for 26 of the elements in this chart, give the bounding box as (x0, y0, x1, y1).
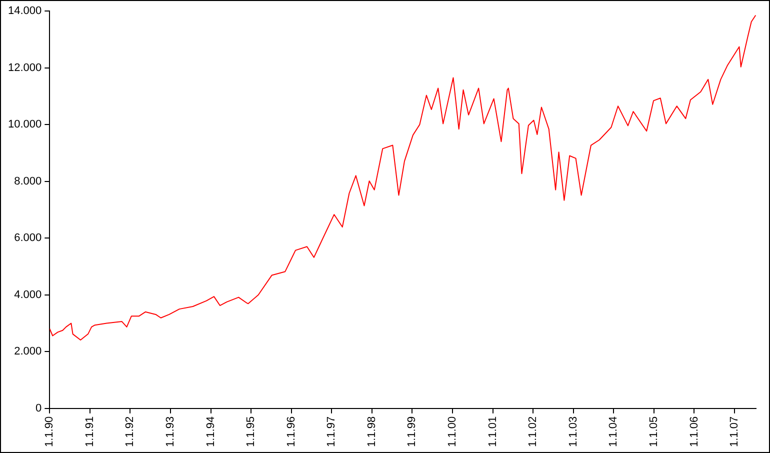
x-tick-label: 1.1.94 (204, 416, 217, 448)
y-tick-label: 0 (36, 402, 42, 414)
x-tick-label: 1.1.07 (728, 416, 741, 448)
x-tick-label: 1.1.03 (567, 416, 580, 448)
x-tick-label: 1.1.97 (326, 416, 338, 448)
y-tick-label: 4.000 (14, 288, 42, 301)
x-tick-label: 1.1.00 (446, 416, 458, 448)
x-tick-label: 1.1.91 (84, 416, 96, 448)
y-tick-label: 2.000 (14, 346, 42, 358)
x-tick-label: 1.1.05 (648, 416, 660, 448)
x-tick-label: 1.1.98 (366, 416, 378, 448)
x-tick-label: 1.1.06 (688, 416, 700, 448)
y-tick-label: 8.000 (14, 175, 42, 188)
x-tick-label: 1.1.93 (164, 416, 177, 448)
x-tick-label: 1.1.96 (285, 416, 298, 448)
y-tick-label: 10.000 (8, 118, 42, 131)
y-tick-label: 6.000 (14, 232, 42, 244)
x-tick-label: 1.1.99 (406, 416, 418, 448)
y-tick-label: 14.000 (8, 5, 42, 18)
x-tick-label: 1.1.04 (608, 416, 620, 448)
x-tick-label: 1.1.01 (486, 416, 499, 448)
y-tick-label: 12.000 (8, 62, 42, 74)
x-tick-label: 1.1.02 (527, 416, 540, 448)
x-tick-label: 1.1.90 (44, 416, 56, 448)
x-tick-label: 1.1.95 (245, 416, 258, 448)
x-tick-label: 1.1.92 (124, 416, 136, 448)
